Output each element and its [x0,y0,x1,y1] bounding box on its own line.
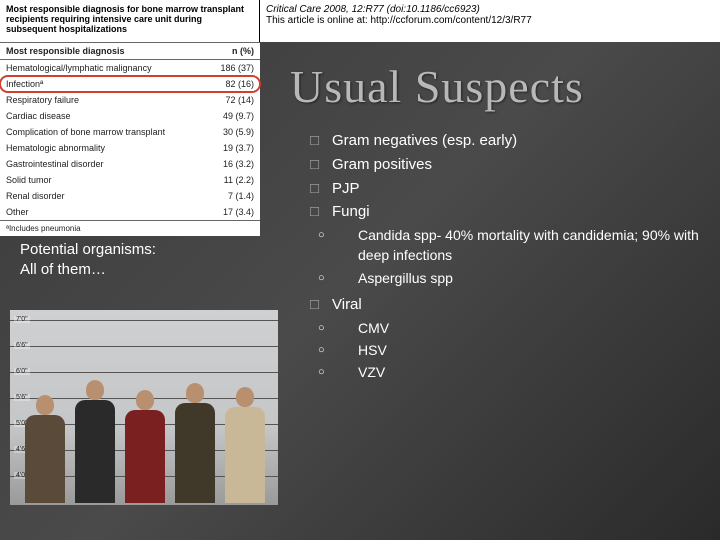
bullet-lvl2: Candida spp- 40% mortality with candidem… [358,225,700,266]
bullet-lvl1: Gram negatives (esp. early) [310,130,700,152]
bullet-lvl1: ViralCMVHSVVZV [310,294,700,383]
person-silhouette [222,387,268,505]
table-row: Complication of bone marrow transplant30… [0,124,260,140]
table-row: Renal disorder7 (1.4) [0,188,260,204]
bullet-lvl2: CMV [358,318,700,338]
citation-block: Critical Care 2008, 12:R77 (doi:10.1186/… [260,0,720,42]
bullet-lvl1: PJP [310,178,700,200]
table-row: Other17 (3.4) [0,204,260,220]
cell-value: 16 (3.2) [205,156,260,172]
cell-value: 186 (37) [205,60,260,77]
side-line2: All of them… [20,260,250,280]
bullet-lvl1: FungiCandida spp- 40% mortality with can… [310,201,700,288]
table-row: Gastrointestinal disorder16 (3.2) [0,156,260,172]
bullet-lvl2: Aspergillus spp [358,268,700,288]
bullet-lvl2: VZV [358,362,700,382]
cell-label: Solid tumor [0,172,205,188]
citation-line2: This article is online at: http://ccforu… [266,15,714,26]
citation-line1: Critical Care 2008, 12:R77 (doi:10.1186/… [266,4,714,15]
cell-label: Hematological/lymphatic malignancy [0,60,205,77]
cell-value: 19 (3.7) [205,140,260,156]
bullet-lvl1: Gram positives [310,154,700,176]
height-label: 7'0" [14,316,30,323]
cell-value: 7 (1.4) [205,188,260,204]
table-row: Infectionª82 (16) [0,76,260,92]
table-footnote: ªIncludes pneumonia [0,220,260,236]
cell-label: Infectionª [0,76,205,92]
slide-title: Usual Suspects [290,60,584,113]
cell-value: 11 (2.2) [205,172,260,188]
person-silhouette [72,380,118,505]
table-row: Respiratory failure72 (14) [0,92,260,108]
cell-label: Gastrointestinal disorder [0,156,205,172]
data-table: Most responsible diagnosis n (%) Hematol… [0,42,260,236]
cell-value: 30 (5.9) [205,124,260,140]
height-label: 6'6" [14,342,30,349]
table-row: Hematologic abnormality19 (3.7) [0,140,260,156]
table-row: Hematological/lymphatic malignancy186 (3… [0,60,260,77]
cell-label: Renal disorder [0,188,205,204]
cell-label: Complication of bone marrow transplant [0,124,205,140]
side-line1: Potential organisms: [20,240,250,260]
table-row: Solid tumor11 (2.2) [0,172,260,188]
cell-value: 82 (16) [205,76,260,92]
person-silhouette [22,395,68,505]
col-header-1: Most responsible diagnosis [0,43,205,60]
cell-value: 72 (14) [205,92,260,108]
cell-label: Hematologic abnormality [0,140,205,156]
col-header-2: n (%) [205,43,260,60]
side-text: Potential organisms: All of them… [20,240,250,279]
cell-label: Other [0,204,205,220]
cell-value: 17 (3.4) [205,204,260,220]
person-silhouette [172,383,218,505]
height-label: 6'0" [14,368,30,375]
table-caption: Most responsible diagnosis for bone marr… [0,0,260,42]
cell-value: 49 (9.7) [205,108,260,124]
cell-label: Cardiac disease [0,108,205,124]
lineup-photo: 7'0"6'6"6'0"5'6"5'0"4'6"4'0" [10,310,278,505]
person-silhouette [122,390,168,505]
cell-label: Respiratory failure [0,92,205,108]
bullet-lvl2: HSV [358,340,700,360]
bullet-content: Gram negatives (esp. early)Gram positive… [310,130,700,389]
top-strip: Most responsible diagnosis for bone marr… [0,0,720,42]
table-row: Cardiac disease49 (9.7) [0,108,260,124]
